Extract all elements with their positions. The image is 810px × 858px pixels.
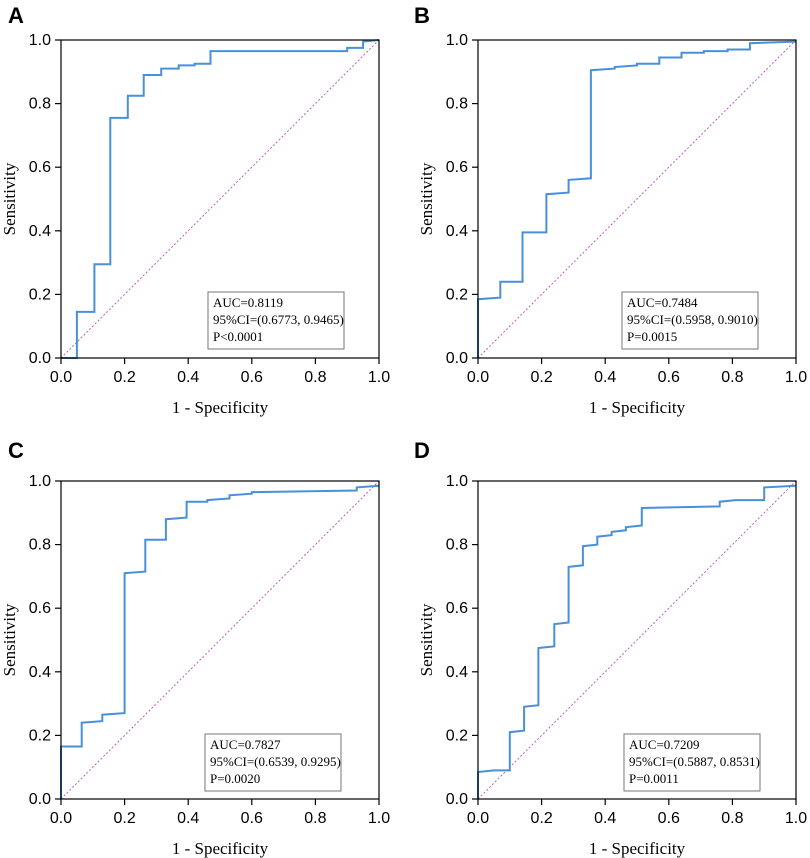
panel-a-y-tick-label: 0.4 [29, 223, 51, 240]
panel-c-y-tick-label: 0.2 [29, 727, 51, 744]
panel-a-plot-frame [60, 39, 380, 359]
panel-d-y-tick-label: 1.0 [446, 473, 468, 490]
panel-b-stats-box: AUC=0.7484 95%CI=(0.5958, 0.9010) P=0.0015 [621, 291, 759, 350]
panel-d-y-tick-label: 0.4 [446, 664, 468, 681]
panel-d-y-tick-label: 0.6 [446, 600, 468, 617]
panel-a-x-tick-label: 0.6 [241, 369, 263, 386]
panel-c-x-tick-label: 0.4 [177, 810, 199, 827]
panel-d-roc-curve [477, 484, 797, 799]
panel-a-y-axis-title: Sensitivity [0, 162, 19, 235]
panel-b-y-tick-label: 0.4 [446, 223, 468, 240]
panel-b-y-axis-title: Sensitivity [417, 162, 436, 235]
panel-c-y-axis-title: Sensitivity [0, 603, 19, 676]
panel-d-stats-box: AUC=0.7209 95%CI=(0.5887, 0.8531) P=0.0011 [623, 733, 761, 792]
panel-b-y-tick-label: 0.0 [446, 350, 468, 367]
panel-c-x-tick-label: 0.0 [50, 810, 72, 827]
panel-c-stats-box: AUC=0.7827 95%CI=(0.6539, 0.9295) P=0.0020 [204, 733, 342, 792]
panel-b: B 0.0 0.2 0.4 0.6 0.8 1.0 0.0 0.2 0.4 0.6 0.8 1.0 1 -… [414, 3, 807, 417]
panel-a-y-tick-label: 0.8 [29, 96, 51, 113]
panel-c-ci-text: 95%CI=(0.6539, 0.9295) [210, 754, 341, 769]
panel-c-y-tick-label: 1.0 [29, 473, 51, 490]
panel-d-reference-line [477, 480, 797, 800]
panel-b-roc-curve [477, 40, 797, 358]
panel-c-stats-frame [204, 733, 342, 792]
panel-d-y-tick-label: 0.8 [446, 537, 468, 554]
panel-c-plot-frame [60, 480, 380, 800]
panel-d-stats-frame [623, 733, 761, 792]
panel-b-p-text: P=0.0015 [627, 329, 677, 344]
panel-a-x-axis-title: 1 - Specificity [172, 398, 269, 417]
panel-b-x-tick-label: 0.6 [658, 369, 680, 386]
panel-d-ci-text: 95%CI=(0.5887, 0.8531) [629, 754, 760, 769]
panel-a-x-tick-label: 0.8 [304, 369, 326, 386]
panel-b-x-tick-label: 0.4 [594, 369, 616, 386]
panel-b-x-tick-label: 0.8 [721, 369, 743, 386]
panel-d-x-tick-label: 0.6 [658, 810, 680, 827]
panel-b-y-tick-label: 0.8 [446, 96, 468, 113]
panel-c-roc-curve [60, 484, 380, 799]
panel-b-x-tick-label: 1.0 [785, 369, 807, 386]
panel-a-y-tick-label: 0.6 [29, 159, 51, 176]
panel-d-p-text: P=0.0011 [629, 771, 679, 786]
panel-c-y-tick-label: 0.6 [29, 600, 51, 617]
panel-d-label: D [414, 438, 430, 463]
panel-b-x-tick-label: 0.0 [467, 369, 489, 386]
panel-b-x-tick-label: 0.2 [530, 369, 552, 386]
panel-d-x-tick-label: 0.4 [594, 810, 616, 827]
panel-a-stats-frame [207, 291, 345, 350]
panel-c-p-text: P=0.0020 [210, 771, 260, 786]
panel-c-x-tick-label: 0.6 [241, 810, 263, 827]
panel-d-y-tick-label: 0.2 [446, 727, 468, 744]
panel-b-reference-line [477, 39, 797, 359]
panel-b-x-axis-title: 1 - Specificity [589, 398, 686, 417]
panel-c-y-tick-label: 0.0 [29, 791, 51, 808]
panel-d-y-axis-title: Sensitivity [417, 603, 436, 676]
panel-c-reference-line [60, 480, 380, 800]
panel-a-x-tick-label: 0.4 [177, 369, 199, 386]
panel-a-y-tick-label: 0.2 [29, 286, 51, 303]
panel-d-x-tick-label: 0.8 [721, 810, 743, 827]
panel-a-y-tick-label: 1.0 [29, 32, 51, 49]
panel-c-auc-text: AUC=0.7827 [210, 737, 281, 752]
panel-a-label: A [8, 3, 24, 28]
panel-b-ci-text: 95%CI=(0.5958, 0.9010) [627, 312, 758, 327]
panel-a-stats-box: AUC=0.8119 95%CI=(0.6773, 0.9465) P<0.0001 [207, 291, 345, 350]
panel-c-x-tick-label: 0.8 [304, 810, 326, 827]
panel-a-x-tick-label: 0.2 [113, 369, 135, 386]
panel-c-y-tick-label: 0.4 [29, 664, 51, 681]
panel-a-ci-text: 95%CI=(0.6773, 0.9465) [213, 312, 344, 327]
panel-c-x-axis-title: 1 - Specificity [172, 839, 269, 858]
panel-a-roc-curve [61, 39, 380, 359]
panel-d-x-tick-label: 0.2 [530, 810, 552, 827]
panel-b-plot-frame [477, 39, 797, 359]
panel-d-x-tick-label: 1.0 [785, 810, 807, 827]
panel-d-x-tick-label: 0.0 [467, 810, 489, 827]
panel-c-y-tick-label: 0.8 [29, 537, 51, 554]
panel-d-x-axis-title: 1 - Specificity [589, 839, 686, 858]
panel-d-plot-frame [477, 480, 797, 800]
panel-c-x-tick-label: 0.2 [113, 810, 135, 827]
panel-c: C 0.0 0.2 0.4 0.6 0.8 1.0 0.0 0.2 0.4 0.6 0.8 1.0 1 -… [0, 438, 390, 858]
panel-a-auc-text: AUC=0.8119 [213, 295, 283, 310]
panel-d-y-tick-label: 0.0 [446, 791, 468, 808]
panel-b-y-tick-label: 1.0 [446, 32, 468, 49]
panel-a-x-tick-label: 0.0 [50, 369, 72, 386]
panel-a-x-tick-label: 1.0 [368, 369, 390, 386]
panel-c-x-tick-label: 1.0 [368, 810, 390, 827]
panel-a-reference-line [60, 39, 380, 359]
panel-b-y-tick-label: 0.2 [446, 286, 468, 303]
panel-b-auc-text: AUC=0.7484 [627, 295, 698, 310]
panel-c-label: C [8, 438, 24, 463]
panel-d: D 0.0 0.2 0.4 0.6 0.8 1.0 0.0 0.2 0.4 0.6 0.8 1.0 1 -… [414, 438, 807, 858]
panel-b-stats-frame [621, 291, 759, 350]
panel-b-label: B [414, 3, 430, 28]
panel-d-auc-text: AUC=0.7209 [629, 737, 700, 752]
panel-b-y-tick-label: 0.6 [446, 159, 468, 176]
panel-a-y-tick-label: 0.0 [29, 350, 51, 367]
panel-a-p-text: P<0.0001 [213, 329, 263, 344]
panel-a: A 0.0 0.2 0.4 0.6 0.8 1.0 0.0 0.2 0.4 0.6 0.8 1.0 1 -… [0, 3, 390, 417]
